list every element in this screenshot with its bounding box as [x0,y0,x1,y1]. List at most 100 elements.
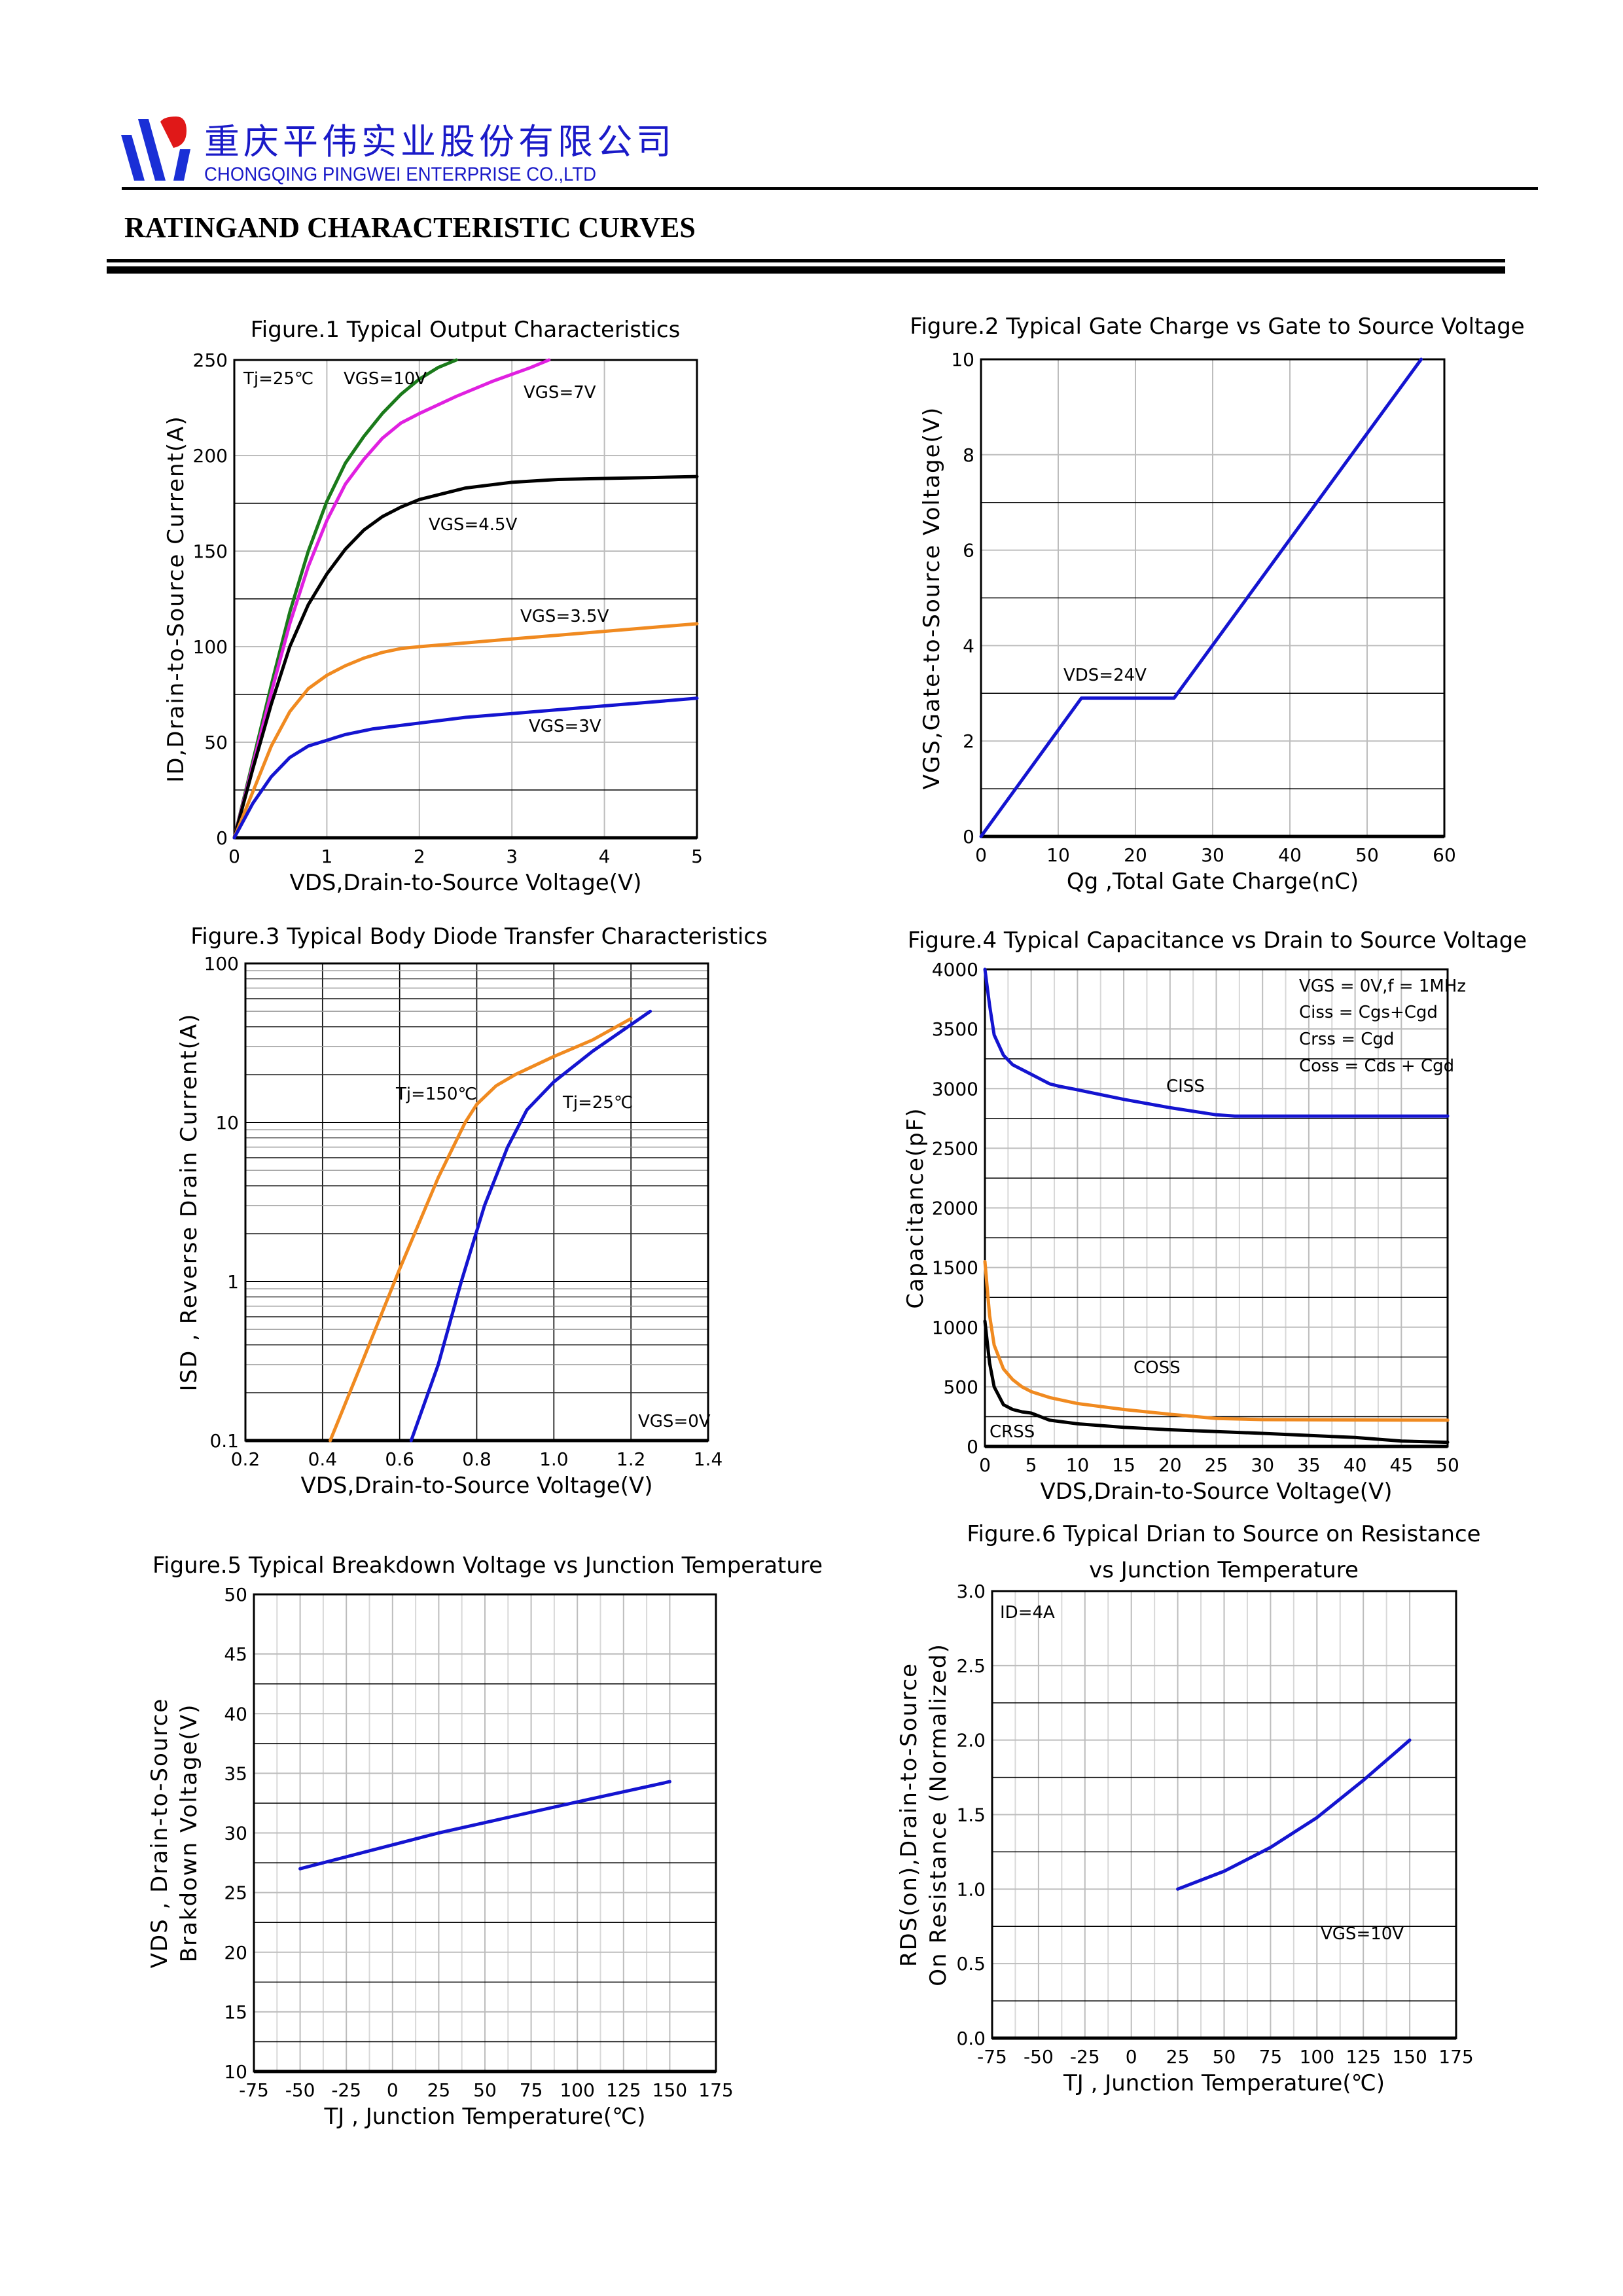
x-tick-label: 1 [321,846,332,867]
x-tick-label: 0 [975,844,987,866]
series-line-rds-on- [1176,1738,1412,1891]
y-tick-label: 1 [227,1271,239,1293]
y-tick-label: 2.0 [956,1730,986,1751]
y-tick-label: 30 [224,1823,247,1844]
series-label-tj-150: Tj=150℃ [395,1085,477,1104]
x-tick-label: 10 [1066,1454,1090,1476]
y-tick-label: 50 [224,1584,247,1605]
x-tick-label: 0 [387,2079,399,2101]
series-label-vgs-3v: VGS=3V [529,717,601,736]
x-tick-label: 50 [473,2079,497,2101]
series-line-vgs-3v [232,696,699,840]
x-tick-label: 40 [1278,844,1302,866]
x-axis-label: TJ , Junction Temperature(℃) [1063,2070,1385,2096]
x-tick-label: 0.6 [385,1448,414,1470]
y-tick-label: 1500 [932,1257,978,1279]
y-tick-label: 100 [204,953,239,975]
logo-red-arc [160,117,187,148]
y-tick-label: 100 [193,636,228,658]
chart-title: Figure.6 Typical Drian to Source on Resi… [967,1521,1480,1547]
chart-title: Figure.2 Typical Gate Charge vs Gate to … [910,314,1524,340]
series-label-crss: CRSS [990,1422,1035,1442]
y-tick-label: 15 [224,2001,247,2023]
y-tick-label: 200 [193,445,228,467]
header-divider [122,187,1538,190]
y-tick-label: 250 [193,350,228,371]
series-line-vgs-10v [232,358,458,840]
x-tick-label: -25 [331,2079,361,2101]
x-tick-label: 4 [599,846,611,867]
y-tick-label: 3.0 [956,1581,986,1602]
y-tick-label: 1.0 [956,1878,986,1900]
x-tick-label: 0 [1126,2046,1137,2068]
y-tick-label: 0 [216,827,228,849]
y-tick-label: 0.1 [209,1430,239,1452]
company-name-cn: 重庆平伟实业股份有限公司 [204,121,675,162]
y-tick-label: 0.0 [956,2028,986,2049]
x-tick-label: 100 [560,2079,594,2101]
annotation-crss-formula: Crss = Cgd [1299,1030,1394,1049]
y-tick-label: 2.5 [956,1655,986,1677]
chart-fig5: -75 -50 -25 0 25 50 75 100 125 150 175 10 15 20 25 30 35… [147,1552,823,2130]
series-line-coss [983,1260,1450,1422]
x-tick-label: 150 [1392,2046,1427,2068]
x-tick-label: 0 [979,1454,991,1476]
x-tick-label: 25 [1166,2046,1190,2068]
series-line-vgs-7v [232,358,551,840]
y-axis-label: VDS , Drain-to-Source [147,1698,173,1969]
x-tick-label: 5 [691,846,703,867]
x-tick-label: 35 [1297,1454,1321,1476]
series-line-tj-25- [409,1009,652,1443]
logo-blue-stripe-2 [138,119,166,181]
x-tick-label: 0.2 [231,1448,260,1470]
annotation-test-conditions: VGS = 0V,f = 1MHz [1299,977,1466,996]
x-tick-label: 45 [1389,1454,1413,1476]
y-tick-label: 45 [224,1643,247,1665]
x-tick-label: -75 [977,2046,1007,2068]
y-tick-label: 500 [944,1376,978,1398]
page-title: RATINGAND CHARACTERISTIC CURVES [124,211,696,243]
x-tick-label: -50 [1024,2046,1054,2068]
y-tick-label: 1000 [932,1317,978,1338]
y-axis-label-line2: On Resistance (Normalized) [925,1643,952,1986]
y-axis-label-line2: Brakdown Voltage(V) [176,1704,202,1963]
x-tick-label: 25 [1205,1454,1228,1476]
y-tick-label: 35 [224,1763,247,1784]
x-tick-label: 0.8 [462,1448,491,1470]
y-tick-label: 4 [963,635,974,656]
x-tick-label: 60 [1433,844,1456,866]
y-tick-label: 10 [215,1112,239,1134]
company-name-en: CHONGQING PINGWEI ENTERPRISE CO.,LTD [204,164,597,185]
chart-title: Figure.1 Typical Output Characteristics [251,317,681,343]
x-tick-label: 150 [652,2079,687,2101]
series-label-vgs-7v: VGS=7V [524,383,596,403]
x-tick-label: 1.4 [694,1448,723,1470]
series-label-vgs-10v: VGS=10V [344,369,427,389]
x-tick-label: 50 [1436,1454,1459,1476]
annotation-ciss-formula: Ciss = Cgs+Cgd [1299,1003,1438,1022]
x-tick-label: 175 [1438,2046,1473,2068]
x-tick-label: 50 [1213,2046,1236,2068]
x-tick-label: 15 [1112,1454,1135,1476]
x-axis-label: TJ , Junction Temperature(℃) [323,2104,645,2130]
y-tick-label: 1.5 [956,1804,986,1826]
x-axis-label: Qg ,Total Gate Charge(nC) [1067,869,1359,895]
y-tick-label: 10 [951,349,974,370]
y-tick-label: 50 [204,732,228,753]
x-tick-label: 10 [1046,844,1070,866]
y-tick-label: 150 [193,541,228,562]
x-tick-label: 100 [1300,2046,1334,2068]
y-tick-label: 0 [963,826,974,848]
y-axis-label: ID,Drain-to-Source Current(A) [163,415,189,782]
series-label-ciss: CISS [1166,1077,1205,1096]
series-line-vgs-4-5v [232,475,699,840]
x-tick-label: 50 [1355,844,1379,866]
chart-fig6: -75 -50 -25 0 25 50 75 100 125 150 175 0.0 0.5 1.0 1.5… [896,1521,1481,2096]
y-tick-label: 2500 [932,1138,978,1159]
x-tick-label: 1.2 [616,1448,646,1470]
y-tick-label: 10 [224,2061,247,2083]
chart-fig3: 0.2 0.4 0.6 0.8 1.0 1.2 1.4 0.1 1 10 100 Figure.3 T… [176,924,768,1499]
y-axis-label: RDS(on),Drain-to-Source [896,1662,922,1967]
